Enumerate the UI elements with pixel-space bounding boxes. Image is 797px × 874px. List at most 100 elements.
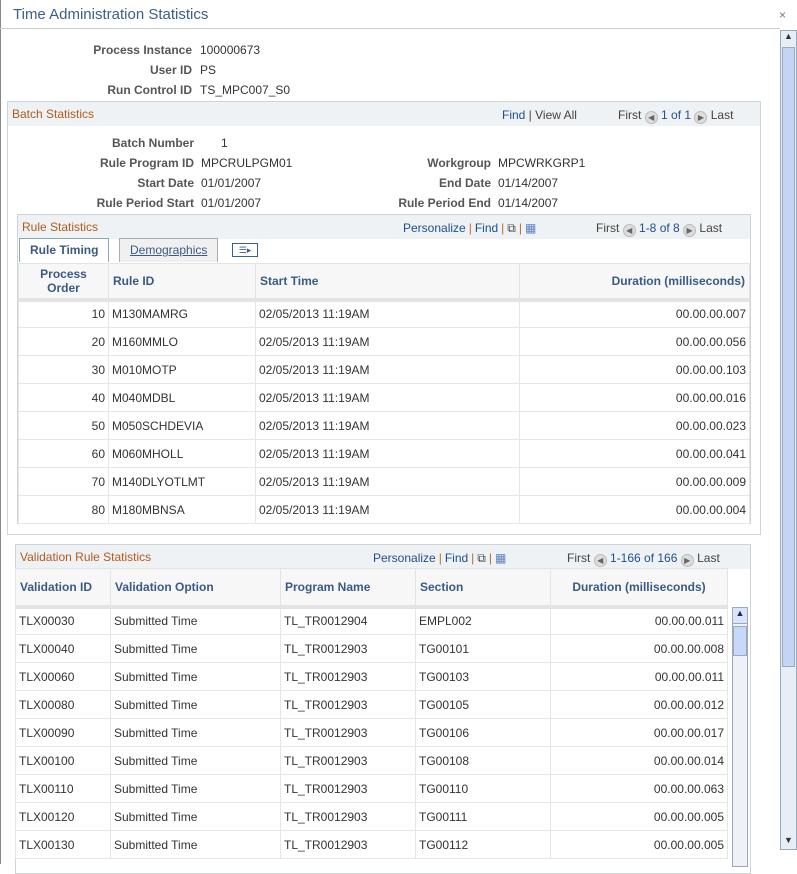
table-cell: 00.00.00.008 [550,634,728,663]
table-cell: 00.00.00.041 [519,439,750,468]
grid-download-icon[interactable]: ▦ [525,221,537,235]
next-icon[interactable]: ▶ [680,554,694,567]
table-cell: M160MMLO [108,327,256,356]
prev-icon[interactable]: ◀ [593,554,607,567]
rules-last[interactable]: Last [699,221,723,235]
col-duration[interactable]: Duration (milliseconds) [550,568,728,609]
col-start-time[interactable]: Start Time [255,263,520,302]
run-control-label: Run Control ID [107,83,192,97]
next-icon[interactable]: ▶ [694,111,708,124]
rules-range: 1-8 of 8 [639,221,680,235]
table-row: 80 M180MBNSA 02/05/2013 11:19AM 00.00.00.00… [18,495,750,524]
page-scrollbar[interactable]: ▲ ▼ [780,30,797,850]
table-cell: TG00110 [415,774,551,803]
close-icon[interactable]: × [779,8,787,22]
table-cell: 30 [18,355,109,384]
table-cell: TLX00130 [15,830,111,859]
table-cell: 00.00.00.017 [550,718,728,747]
table-cell: 02/05/2013 11:19AM [255,439,520,468]
table-cell: 10 [18,299,109,328]
table-cell: 50 [18,411,109,440]
rules-first[interactable]: First [596,221,620,235]
table-cell: 00.00.00.005 [550,830,728,859]
table-cell: TLX00100 [15,746,111,775]
workgroup-value: MPCWRKGRP1 [498,156,586,170]
col-rule-id[interactable]: Rule ID [108,263,256,302]
batch-statistics-title: Batch Statistics [12,107,95,121]
col-validation-option[interactable]: Validation Option [110,568,281,609]
new-window-icon[interactable]: ⧉ [477,551,486,565]
tab-rule-timing[interactable]: Rule Timing [19,238,110,262]
table-cell: TL_TR0012903 [280,774,416,803]
validation-first[interactable]: First [567,551,591,565]
table-cell: TLX00090 [15,718,111,747]
grid-scrollbar[interactable]: ▲ [732,607,748,867]
personalize-link[interactable]: Personalize [373,551,436,565]
table-cell: TG00101 [415,634,551,663]
table-cell: TG00105 [415,690,551,719]
prev-icon[interactable]: ◀ [622,224,636,237]
table-row: TLX00080 Submitted Time TL_TR0012903 TG0010… [15,690,728,719]
table-row: TLX00090 Submitted Time TL_TR0012903 TG0010… [15,718,728,747]
table-cell: Submitted Time [110,746,281,775]
scroll-up-icon[interactable]: ▲ [784,31,793,41]
batch-first[interactable]: First [618,108,642,122]
table-cell: M180MBNSA [108,495,256,524]
new-window-icon[interactable]: ⧉ [507,221,516,235]
batch-number-label: Batch Number [111,136,194,150]
table-cell: Submitted Time [110,634,281,663]
start-date-value: 01/01/2007 [201,176,262,190]
tab-demographics[interactable]: Demographics [119,238,219,262]
table-cell: 02/05/2013 11:19AM [255,495,520,524]
table-cell: TLX00040 [15,634,111,663]
show-all-columns-icon[interactable]: ☰▸ [232,243,258,257]
rule-timing-table: Process Order Rule ID Start Time Duratio… [18,263,750,524]
table-cell: M130MAMRG [108,299,256,328]
col-validation-id[interactable]: Validation ID [15,568,111,609]
table-row: TLX00060 Submitted Time TL_TR0012903 TG0010… [15,662,728,691]
table-cell: Submitted Time [110,774,281,803]
table-row: 30 M010MOTP 02/05/2013 11:19AM 00.00.00.103 [18,355,750,384]
workgroup-label: Workgroup [427,156,491,170]
scroll-down-icon[interactable]: ▼ [784,835,793,845]
personalize-link[interactable]: Personalize [403,221,466,235]
next-icon[interactable]: ▶ [683,224,697,237]
find-link[interactable]: Find [474,221,499,235]
table-cell: M140DLYOTLMT [108,467,256,496]
col-program-name[interactable]: Program Name [280,568,416,609]
rule-statistics-title: Rule Statistics [22,220,99,234]
grid-download-icon[interactable]: ▦ [495,551,507,565]
table-row: 40 M040MDBL 02/05/2013 11:19AM 00.00.00.016 [18,383,750,412]
table-cell: Submitted Time [110,662,281,691]
batch-last[interactable]: Last [710,108,734,122]
batch-find-link[interactable]: Find [502,108,526,122]
table-cell: TLX00060 [15,662,111,691]
grid-scroll-thumb[interactable] [733,626,747,656]
process-instance-label: Process Instance [93,43,192,57]
table-cell: 02/05/2013 11:19AM [255,355,520,384]
col-process-order[interactable]: Process Order [18,263,109,302]
validation-table: Validation ID Validation Option Program … [15,568,728,859]
batch-view-all-link[interactable]: View All [535,108,577,122]
rule-period-end-value: 01/14/2007 [498,196,559,210]
table-cell: TG00111 [415,802,551,831]
table-cell: Submitted Time [110,830,281,859]
batch-number-value: 1 [221,136,228,150]
rule-period-end-label: Rule Period End [398,196,491,210]
scroll-up-icon[interactable]: ▲ [733,608,747,624]
user-id-label: User ID [149,63,192,77]
table-cell: EMPL002 [415,606,551,635]
table-row: TLX00100 Submitted Time TL_TR0012903 TG0010… [15,746,728,775]
page-scroll-thumb[interactable] [782,47,795,667]
table-row: TLX00130 Submitted Time TL_TR0012903 TG0011… [15,830,728,859]
find-link[interactable]: Find [444,551,469,565]
table-cell: 80 [18,495,109,524]
validation-last[interactable]: Last [697,551,720,565]
table-cell: Submitted Time [110,718,281,747]
start-date-label: Start Date [137,176,194,190]
validation-title: Validation Rule Statistics [20,550,152,564]
prev-icon[interactable]: ◀ [644,111,658,124]
table-cell: 00.00.00.009 [519,467,750,496]
col-section[interactable]: Section [415,568,551,609]
col-duration[interactable]: Duration (milliseconds) [519,263,750,302]
